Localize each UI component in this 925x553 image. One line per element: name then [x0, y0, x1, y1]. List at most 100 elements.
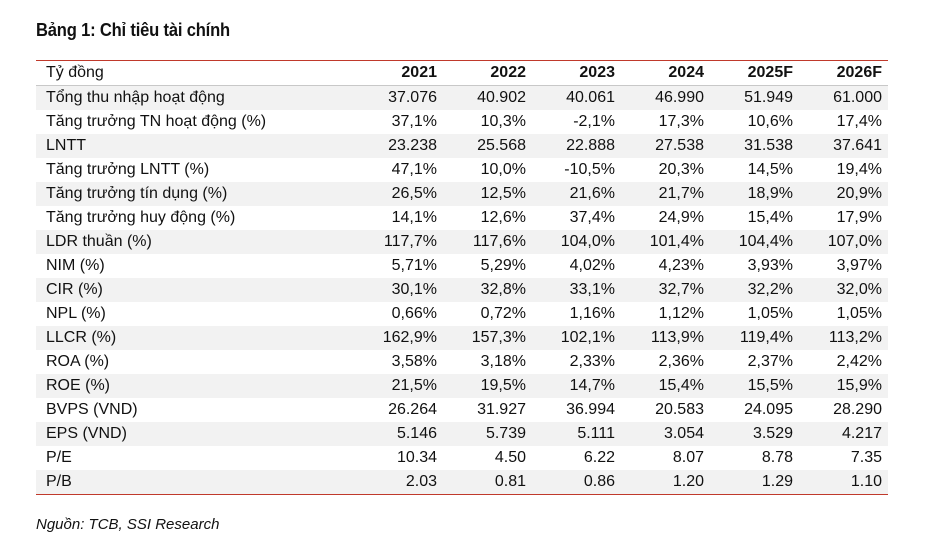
row-value: 46.990 — [621, 85, 710, 110]
column-header: 2026F — [799, 61, 888, 86]
row-value: 32,0% — [799, 278, 888, 302]
row-value: 19,5% — [443, 374, 532, 398]
table-row: ROE (%) 21,5% 19,5% 14,7% 15,4% 15,5% 15,9% — [36, 374, 888, 398]
row-value: 15,9% — [799, 374, 888, 398]
row-label: Tổng thu nhập hoạt động — [36, 85, 354, 110]
row-value: 3,97% — [799, 254, 888, 278]
table-row: Tăng trưởng huy động (%) 14,1% 12,6% 37,4% 2… — [36, 206, 888, 230]
row-value: 1,05% — [799, 302, 888, 326]
row-value: 51.949 — [710, 85, 799, 110]
row-label: P/E — [36, 446, 354, 470]
row-value: 117,7% — [354, 230, 443, 254]
row-value: 14,7% — [532, 374, 621, 398]
row-value: 17,9% — [799, 206, 888, 230]
table-body: Tổng thu nhập hoạt động 37.076 40.902 40.06… — [36, 85, 888, 494]
row-value: 12,5% — [443, 182, 532, 206]
row-value: 117,6% — [443, 230, 532, 254]
bottom-rule — [36, 494, 888, 495]
table-row: EPS (VND) 5.146 5.739 5.111 3.054 3.529 4.217 — [36, 422, 888, 446]
table-row: NPL (%) 0,66% 0,72% 1,16% 1,12% 1,05% 1,05% — [36, 302, 888, 326]
column-header: 2025F — [710, 61, 799, 86]
row-value: 104,0% — [532, 230, 621, 254]
row-value: 26,5% — [354, 182, 443, 206]
column-header: 2024 — [621, 61, 710, 86]
row-value: 5.739 — [443, 422, 532, 446]
row-value: 23.238 — [354, 134, 443, 158]
row-value: 104,4% — [710, 230, 799, 254]
row-value: 1,16% — [532, 302, 621, 326]
row-value: 2,42% — [799, 350, 888, 374]
table-row: BVPS (VND) 26.264 31.927 36.994 20.583 24.095… — [36, 398, 888, 422]
table-row: Tăng trưởng LNTT (%) 47,1% 10,0% -10,5% 20,3… — [36, 158, 888, 182]
row-value: 10.34 — [354, 446, 443, 470]
row-value: 26.264 — [354, 398, 443, 422]
row-value: 10,6% — [710, 110, 799, 134]
row-value: 1.10 — [799, 470, 888, 494]
row-value: 2,33% — [532, 350, 621, 374]
row-value: 107,0% — [799, 230, 888, 254]
row-value: 15,4% — [621, 374, 710, 398]
row-value: 21,7% — [621, 182, 710, 206]
row-value: 102,1% — [532, 326, 621, 350]
row-value: 61.000 — [799, 85, 888, 110]
row-label: Tăng trưởng tín dụng (%) — [36, 182, 354, 206]
row-value: 27.538 — [621, 134, 710, 158]
row-value: 40.902 — [443, 85, 532, 110]
column-header: 2021 — [354, 61, 443, 86]
row-value: 37,1% — [354, 110, 443, 134]
row-value: 19,4% — [799, 158, 888, 182]
table-row: Tổng thu nhập hoạt động 37.076 40.902 40.06… — [36, 85, 888, 110]
table-row: LDR thuần (%) 117,7% 117,6% 104,0% 101,4% 104… — [36, 230, 888, 254]
row-label: Tăng trưởng LNTT (%) — [36, 158, 354, 182]
row-value: 37.076 — [354, 85, 443, 110]
row-value: 8.78 — [710, 446, 799, 470]
row-value: 20.583 — [621, 398, 710, 422]
row-value: 1.20 — [621, 470, 710, 494]
row-value: 33,1% — [532, 278, 621, 302]
row-value: -2,1% — [532, 110, 621, 134]
row-label: LDR thuần (%) — [36, 230, 354, 254]
row-value: 2,36% — [621, 350, 710, 374]
row-value: 12,6% — [443, 206, 532, 230]
row-label: Tăng trưởng TN hoạt động (%) — [36, 110, 354, 134]
table-row: ROA (%) 3,58% 3,18% 2,33% 2,36% 2,37% 2,42% — [36, 350, 888, 374]
row-value: 14,5% — [710, 158, 799, 182]
row-value: 1.29 — [710, 470, 799, 494]
table-title: Bảng 1: Chỉ tiêu tài chính — [36, 20, 230, 40]
row-value: 17,4% — [799, 110, 888, 134]
row-value: 10,0% — [443, 158, 532, 182]
row-value: 3.529 — [710, 422, 799, 446]
row-value: 17,3% — [621, 110, 710, 134]
row-value: 3.054 — [621, 422, 710, 446]
row-value: -10,5% — [532, 158, 621, 182]
row-value: 119,4% — [710, 326, 799, 350]
row-label: NIM (%) — [36, 254, 354, 278]
row-value: 47,1% — [354, 158, 443, 182]
row-value: 10,3% — [443, 110, 532, 134]
row-value: 0,66% — [354, 302, 443, 326]
row-value: 0,72% — [443, 302, 532, 326]
table-row: P/B 2.03 0.81 0.86 1.20 1.29 1.10 — [36, 470, 888, 494]
row-label: BVPS (VND) — [36, 398, 354, 422]
row-value: 1,05% — [710, 302, 799, 326]
row-value: 15,5% — [710, 374, 799, 398]
row-value: 14,1% — [354, 206, 443, 230]
row-value: 6.22 — [532, 446, 621, 470]
row-value: 162,9% — [354, 326, 443, 350]
row-value: 2,37% — [710, 350, 799, 374]
row-value: 157,3% — [443, 326, 532, 350]
row-value: 22.888 — [532, 134, 621, 158]
row-value: 113,2% — [799, 326, 888, 350]
row-value: 31.927 — [443, 398, 532, 422]
row-value: 2.03 — [354, 470, 443, 494]
row-value: 24,9% — [621, 206, 710, 230]
row-label: Tăng trưởng huy động (%) — [36, 206, 354, 230]
table-row: Tăng trưởng tín dụng (%) 26,5% 12,5% 21,6% 2… — [36, 182, 888, 206]
row-label: P/B — [36, 470, 354, 494]
unit-label: Tỷ đồng — [36, 61, 354, 86]
row-value: 3,18% — [443, 350, 532, 374]
table-row: Tăng trưởng TN hoạt động (%) 37,1% 10,3% -2… — [36, 110, 888, 134]
row-value: 20,3% — [621, 158, 710, 182]
financial-table: Tỷ đồng 2021 2022 2023 2024 2025F 2026F … — [36, 60, 888, 495]
row-value: 0.81 — [443, 470, 532, 494]
